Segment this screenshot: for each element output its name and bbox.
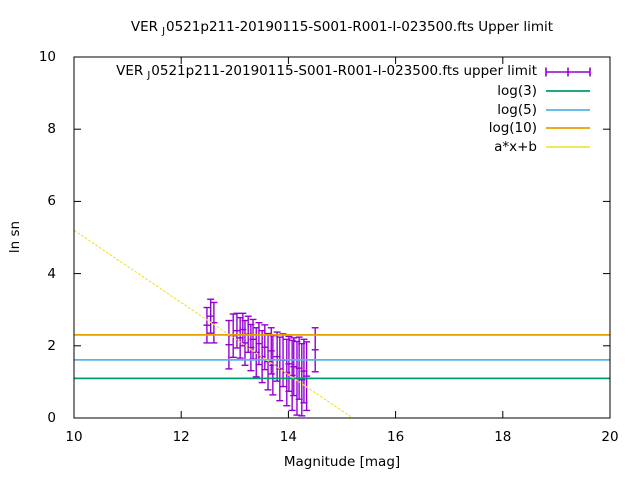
line-sample-icon bbox=[545, 140, 591, 154]
y-tick-label: 10 bbox=[38, 49, 56, 65]
y-tick-label: 2 bbox=[47, 337, 56, 354]
errorbar-point bbox=[303, 341, 311, 412]
errorbar-point bbox=[225, 319, 233, 370]
errorbar-point bbox=[236, 316, 244, 359]
x-tick-label: 16 bbox=[387, 429, 405, 445]
x-tick-label: 10 bbox=[65, 429, 83, 445]
y-tick-label: 0 bbox=[47, 410, 56, 426]
legend-label-log3: log(3) bbox=[497, 83, 537, 99]
line-sample-icon bbox=[545, 84, 591, 98]
x-tick-label: 20 bbox=[601, 429, 619, 445]
chart-title-prefix: VER bbox=[130, 19, 159, 35]
line-sample-icon bbox=[545, 121, 591, 135]
chart-title: VER J0521p211-20190115-S001-R001-I-023500… bbox=[74, 19, 610, 37]
errorbar-point bbox=[241, 319, 249, 366]
errorbar-point bbox=[255, 321, 263, 366]
errorbar-point bbox=[276, 336, 284, 402]
chart-title-subscript: J bbox=[162, 26, 166, 37]
legend-row-upper-limit: VER J0521p211-20190115-S001-R001-I-023500… bbox=[116, 63, 591, 81]
errorbar-point bbox=[285, 335, 293, 392]
x-axis-label: Magnitude [mag] bbox=[283, 454, 401, 470]
y-tick-label: 8 bbox=[47, 121, 56, 138]
legend-label-upper-limit: VER J0521p211-20190115-S001-R001-I-023500… bbox=[116, 63, 537, 81]
x-tick-label: 14 bbox=[279, 429, 297, 445]
legend-row-log5: log(5) bbox=[497, 102, 591, 118]
series-0 bbox=[203, 298, 319, 417]
errorbar-sample-icon bbox=[545, 65, 591, 79]
errorbar-point bbox=[233, 312, 241, 349]
axis-frame bbox=[73, 56, 611, 419]
legend-row-fit: a*x+b bbox=[494, 139, 591, 155]
series-4 bbox=[73, 229, 354, 419]
line-sample-icon bbox=[545, 103, 591, 117]
legend-label-fit: a*x+b bbox=[494, 139, 537, 155]
errorbar-point bbox=[203, 306, 211, 344]
legend-row-log10: log(10) bbox=[489, 120, 591, 136]
y-tick-label: 6 bbox=[47, 193, 56, 210]
errorbar-point bbox=[207, 298, 215, 334]
legend-row-log3: log(3) bbox=[497, 83, 591, 99]
y-tick-label: 4 bbox=[47, 265, 56, 282]
plot-border bbox=[73, 56, 611, 419]
x-tick-label: 18 bbox=[494, 429, 512, 445]
errorbar-point bbox=[290, 337, 298, 397]
legend-label-log10: log(10) bbox=[488, 120, 537, 136]
chart-title-rest: 0521p211-20190115-S001-R001-I-023500.fts… bbox=[166, 19, 554, 35]
series-layer bbox=[73, 229, 610, 419]
y-axis-label: ln sn bbox=[7, 220, 23, 254]
x-tick-label: 12 bbox=[172, 429, 190, 445]
legend-label-log5: log(5) bbox=[497, 102, 537, 118]
